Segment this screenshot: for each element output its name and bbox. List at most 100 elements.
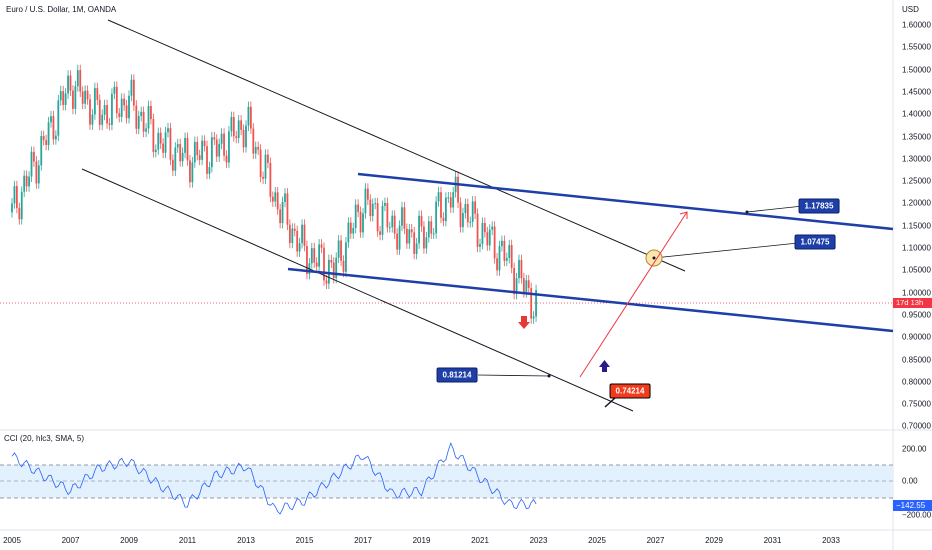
candle-body: [415, 243, 418, 254]
candle-body: [425, 237, 428, 249]
price-tick: 1.50000: [902, 65, 931, 75]
candle-body: [369, 199, 372, 217]
down-arrow-icon: [518, 316, 530, 329]
candle-body: [501, 240, 503, 247]
candle-body: [335, 257, 338, 279]
candle-body: [120, 98, 123, 117]
time-tick: 2025: [588, 536, 606, 545]
candle-body: [296, 230, 299, 252]
candle-body: [254, 146, 257, 154]
cci-tick: 0.00: [902, 476, 918, 486]
candle-body: [247, 106, 250, 126]
candle-body: [52, 116, 55, 140]
candle-body: [401, 207, 403, 226]
candle-body: [98, 99, 101, 125]
candle-body: [108, 123, 111, 125]
candle-body: [510, 245, 513, 268]
time-tick: 2029: [705, 536, 723, 545]
upper-target-connector: [746, 205, 804, 213]
candle-body: [189, 160, 191, 183]
candle-body: [318, 244, 321, 267]
price-tick: 1.40000: [902, 109, 931, 119]
candle-body: [23, 175, 26, 192]
price-tick: 1.00000: [902, 288, 931, 298]
candle-body: [440, 192, 442, 218]
candle-body: [396, 233, 399, 250]
mid-target-connector: [653, 242, 799, 259]
cci-tick: −200.00: [902, 510, 932, 520]
candle-body: [522, 278, 525, 293]
candle-body: [25, 175, 28, 187]
candle-body: [374, 203, 377, 205]
candle-body: [493, 226, 496, 259]
candle-body: [230, 116, 233, 132]
candle-body: [79, 70, 82, 92]
candle-body: [93, 88, 96, 115]
candle-body: [193, 141, 196, 163]
candle-body: [137, 116, 140, 129]
candle-body: [42, 136, 45, 141]
candle-body: [386, 202, 389, 228]
candle-body: [11, 203, 13, 213]
candle-body: [323, 247, 325, 281]
candle-body: [89, 99, 91, 125]
time-tick: 2023: [529, 536, 548, 545]
candle-body: [525, 280, 528, 293]
price-tick: 1.05000: [902, 265, 931, 275]
cci-band: [0, 465, 893, 498]
upper-target-label[interactable]: 1.17835: [798, 198, 840, 214]
candle-body: [264, 154, 267, 179]
time-tick: 2019: [412, 536, 431, 545]
candle-body: [388, 227, 391, 229]
candle-body: [332, 262, 335, 279]
candle-body: [349, 222, 352, 234]
candle-body: [125, 105, 128, 119]
candle-body: [159, 132, 162, 144]
candle-body: [483, 222, 486, 233]
candle-body: [364, 188, 367, 214]
candle-body: [252, 128, 255, 154]
time-tick: 2009: [120, 536, 138, 545]
upper-target-dot: [745, 210, 749, 214]
candle-body: [486, 232, 489, 246]
candle-body: [257, 146, 260, 150]
candle-body: [471, 201, 474, 222]
candle-body: [291, 228, 294, 243]
price-tick: 0.80000: [902, 377, 931, 387]
low-touch-label[interactable]: 0.81214: [436, 367, 478, 383]
price-tick: 0.75000: [902, 399, 931, 409]
candle-body: [340, 240, 342, 261]
candle-body: [379, 231, 381, 235]
candle-body: [169, 128, 172, 160]
candle-body: [218, 143, 221, 157]
price-tick: 1.15000: [902, 221, 931, 231]
candle-body: [327, 259, 330, 284]
candle-body: [135, 105, 138, 129]
candle-body: [464, 203, 467, 214]
price-tick: 1.35000: [902, 132, 931, 141]
candle-body: [86, 90, 89, 100]
time-tick: 2027: [646, 536, 665, 545]
candle-body: [359, 211, 362, 233]
candle-body: [167, 128, 169, 133]
candle-body: [140, 111, 143, 117]
candle-body: [515, 278, 518, 295]
time-tick: 2011: [178, 536, 197, 545]
candle-body: [96, 88, 99, 100]
candle-body: [462, 213, 464, 228]
mid-target-label[interactable]: 1.07475: [794, 234, 836, 250]
projected-low-label[interactable]: 0.74214: [609, 383, 651, 399]
candle-body: [313, 248, 316, 263]
candle-body: [152, 119, 155, 153]
candle-body: [527, 280, 530, 288]
candle-body: [210, 137, 213, 168]
candle-body: [132, 79, 135, 106]
time-tick: 2015: [295, 536, 314, 545]
candle-body: [235, 136, 238, 138]
candle-body: [179, 144, 182, 162]
up-arrow-icon: [599, 360, 610, 372]
candle-body: [232, 116, 235, 137]
candle-body: [111, 93, 113, 125]
candle-body: [47, 122, 50, 145]
